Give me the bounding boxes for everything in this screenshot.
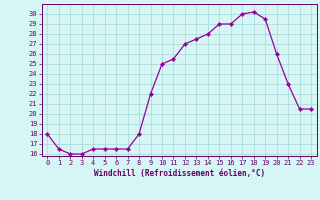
X-axis label: Windchill (Refroidissement éolien,°C): Windchill (Refroidissement éolien,°C) (94, 169, 265, 178)
